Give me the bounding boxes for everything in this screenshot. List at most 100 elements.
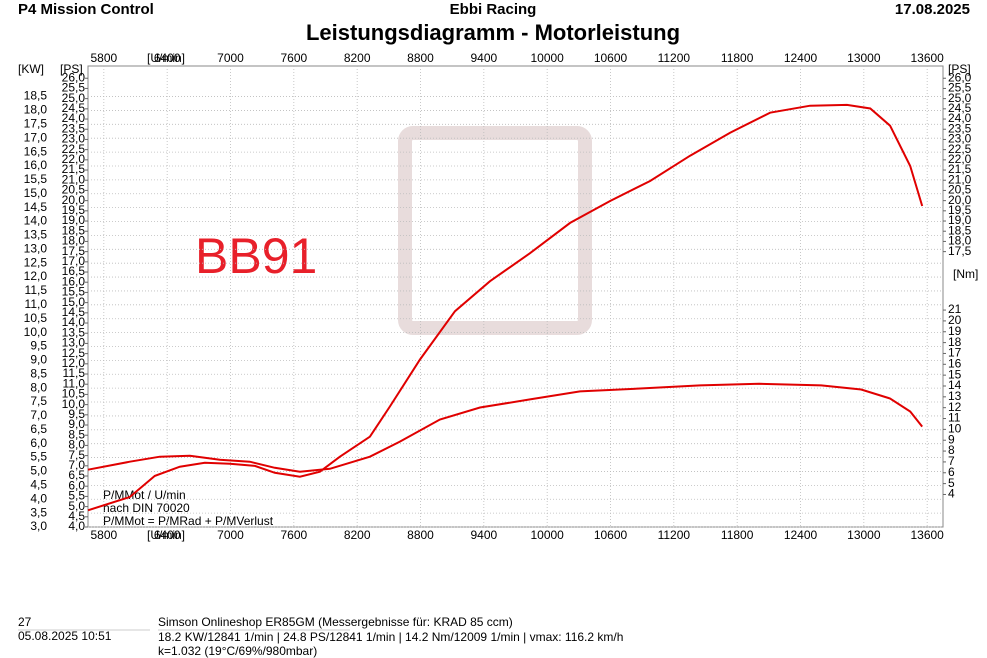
y-tick-label: 3,0 [30,519,47,533]
y2-tick-label: 24,0 [62,111,86,125]
y2-tick-label: 16,5 [62,264,86,278]
x-tick-label: 10600 [594,528,628,542]
y2-tick-label-right: 17,5 [948,244,972,258]
footer-line: 18.2 KW/12841 1/min | 24.8 PS/12841 1/mi… [158,630,623,644]
x-tick-label: 5800 [90,528,117,542]
y2-tick-label: 17,0 [62,254,86,268]
x-tick-label-top: 5800 [90,51,117,65]
y3-axis-label: [Nm] [953,267,978,281]
y2-tick-label: 22,5 [62,142,86,156]
y2-axis-label: [PS] [60,62,83,76]
y2-tick-label: 26,0 [62,70,86,84]
y-tick-label: 11,0 [25,297,48,311]
y2-tick-label-right: 25,5 [948,81,972,95]
y2-tick-label-right: 23,0 [948,132,972,146]
y2-tick-label: 18,5 [62,223,86,237]
y-axis-label: [KW] [18,62,44,76]
y3-tick-label: 18 [948,335,962,349]
x-tick-label-top: 8800 [407,51,434,65]
y2-tick-label: 9,5 [68,407,85,421]
y-tick-label: 10,0 [24,325,48,339]
y2-tick-label-right: 18,0 [948,234,972,248]
y2-tick-label: 23,5 [62,121,86,135]
y2-tick-label-right: 24,0 [948,111,972,125]
y-tick-label: 16,0 [24,158,48,172]
x-tick-label: 8200 [344,528,371,542]
y2-tick-label: 19,5 [62,203,86,217]
header-right: 17.08.2025 [895,1,970,18]
y2-tick-label: 15,5 [62,285,86,299]
x-tick-label: 7600 [280,528,307,542]
series-line [87,382,923,473]
footer-line: k=1.032 (19°C/69%/980mbar) [158,644,317,658]
x-axis-label-top: [U/min] [147,51,185,65]
y3-tick-label: 10 [948,422,962,436]
footer-line: Simson Onlineshop ER85GM (Messergebnisse… [158,615,513,629]
x-axis-label: [U/min] [147,528,185,542]
y2-tick-label: 6,5 [68,468,85,482]
x-tick-label: 10000 [530,528,564,542]
y-tick-label: 10,5 [24,311,48,325]
y3-tick-label: 16 [948,356,962,370]
y2-tick-label-right: 24,5 [948,101,972,115]
x-tick-label-top: 8200 [344,51,371,65]
x-tick-label: 9400 [470,528,497,542]
y3-tick-label: 4 [948,487,955,501]
x-tick-label: 13000 [847,528,881,542]
y2-tick-label: 22,0 [62,152,86,166]
x-tick-label-top: 13600 [910,51,944,65]
y3-tick-label: 12 [948,400,962,414]
y3-tick-label: 6 [948,465,955,479]
y2-tick-label: 20,5 [62,183,86,197]
footer-number: 27 [18,615,32,629]
y3-tick-label: 20 [948,313,962,327]
y-tick-label: 15,0 [24,186,48,200]
annotation: BB91 [195,228,317,284]
x-tick-label-top: 9400 [470,51,497,65]
series-line [87,103,924,512]
y2-tick-label: 10,0 [62,397,86,411]
y2-tick-label: 12,5 [62,346,86,360]
y-tick-label: 13,5 [24,228,48,242]
y2-tick-label: 16,0 [62,274,86,288]
y3-tick-label: 13 [948,389,962,403]
y2-tick-label: 20,0 [62,193,86,207]
y2-tick-label-right: 18,5 [948,223,972,237]
y3-tick-label: 9 [948,432,955,446]
y2-tick-label: 12,0 [62,356,86,370]
y2-tick-label: 11,0 [63,376,86,390]
y2-tick-label-right: 22,5 [948,142,972,156]
y2-tick-label: 21,5 [62,162,86,176]
plot-frame [87,65,944,528]
y2-tick-label: 15,0 [62,295,86,309]
note: P/MMot / U/min [103,488,186,502]
x-tick-label: 7000 [217,528,244,542]
y-tick-label: 12,0 [24,269,48,283]
y2-tick-label: 5,5 [68,489,85,503]
y-tick-label: 18,0 [24,103,48,117]
y2-tick-label: 4,5 [68,509,85,523]
x-tick-label-top: 10600 [594,51,628,65]
y3-tick-label: 17 [948,346,962,360]
y-tick-label: 15,5 [24,172,48,186]
y3-tick-label: 8 [948,443,955,457]
y3-tick-label: 11 [948,411,961,425]
y2-tick-label-right: 21,0 [948,172,972,186]
y2-tick-label: 17,5 [62,244,86,258]
y2-tick-label-right: 20,5 [948,183,972,197]
y-tick-label: 18,5 [24,89,48,103]
y2-tick-label: 18,0 [62,234,86,248]
y2-tick-label-right: 25,0 [948,91,972,105]
y2-tick-label: 25,0 [62,91,86,105]
header-center: Ebbi Racing [450,1,537,18]
y-tick-label: 3,5 [30,505,47,519]
y2-tick-label: 19,0 [62,213,86,227]
y-tick-label: 4,0 [30,491,47,505]
y2-tick-label: 21,0 [62,172,86,186]
x-tick-label: 12400 [784,528,818,542]
y2-tick-label: 24,5 [62,101,86,115]
watermark [398,126,592,335]
y-tick-label: 16,5 [24,144,48,158]
y-tick-label: 4,5 [30,478,47,492]
